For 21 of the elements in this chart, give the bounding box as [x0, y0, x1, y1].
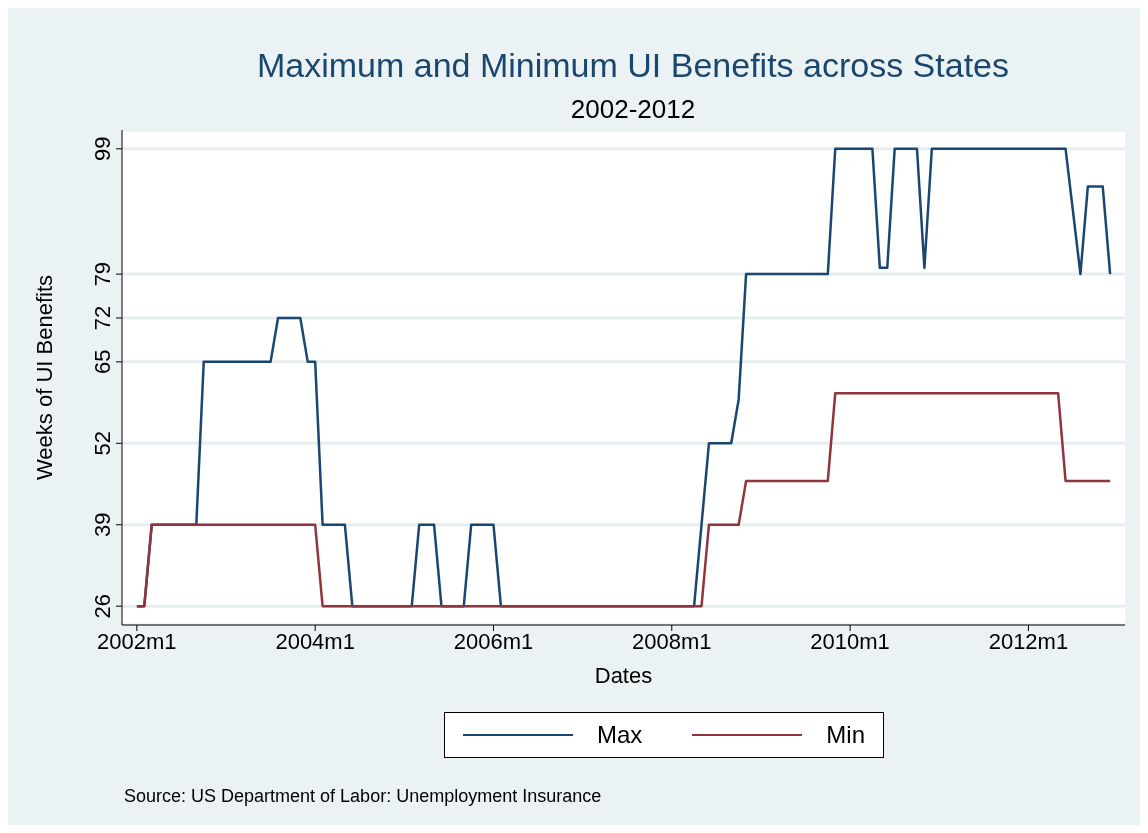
y-tick-label: 26: [90, 593, 115, 619]
y-tick-label: 39: [90, 512, 115, 537]
x-tick-label: 2006m1: [453, 628, 534, 654]
legend-label: Max: [596, 721, 643, 749]
y-tick-label: 99: [90, 136, 115, 162]
y-tick-label: 72: [90, 305, 115, 331]
x-tick-label: 2012m1: [988, 628, 1069, 654]
source-note: Source: US Department of Labor: Unemployment Insurance: [124, 786, 602, 807]
x-tick-label: 2002m1: [97, 628, 177, 654]
x-tick-label: 2004m1: [275, 628, 355, 654]
y-axis-title: Weeks of UI Benefits: [31, 274, 57, 481]
y-tick-label: 52: [90, 431, 115, 456]
legend-label: Min: [826, 721, 865, 749]
x-tick-label: 2008m1: [632, 628, 712, 654]
chart-title: Maximum and Minimum UI Benefits across States: [256, 46, 1010, 85]
x-axis-title: Dates: [594, 663, 653, 688]
y-tick-label: 65: [90, 349, 115, 375]
x-tick-label: 2010m1: [810, 628, 890, 654]
y-tick-label: 79: [90, 261, 115, 287]
chart-subtitle: 2002-2012: [569, 94, 697, 125]
line-series: [135, 391, 1112, 608]
